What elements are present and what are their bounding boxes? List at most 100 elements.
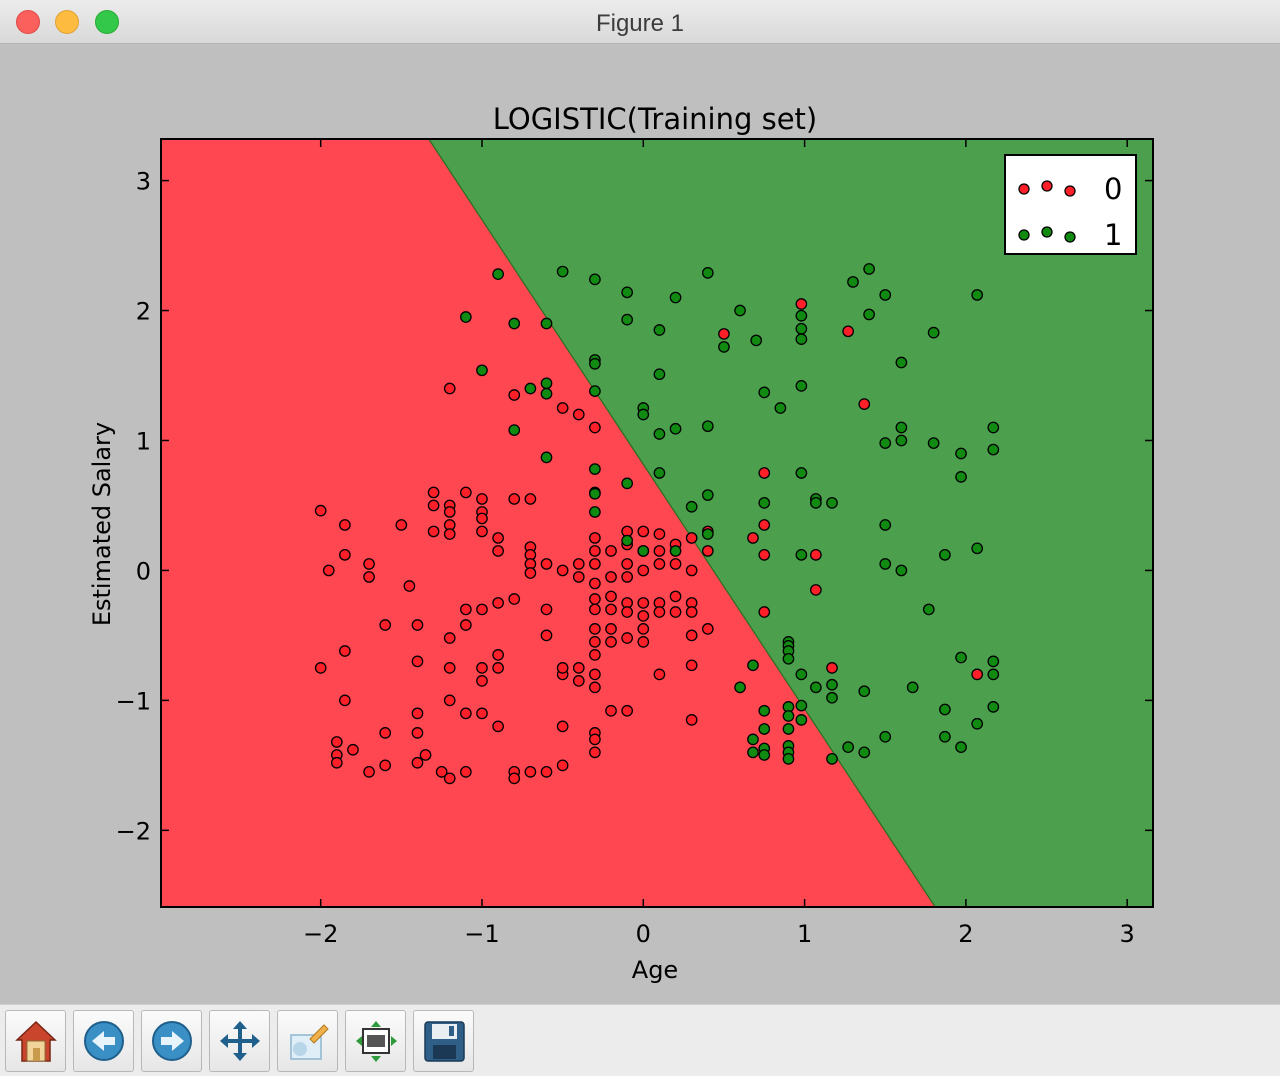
decision-boundary xyxy=(428,139,936,907)
scatter-point-class-1 xyxy=(621,477,634,490)
scatter-point-class-0 xyxy=(419,749,432,761)
scatter-point-class-1 xyxy=(971,289,984,301)
scatter-point-class-0 xyxy=(826,662,838,674)
legend-marker-1 xyxy=(1041,226,1053,238)
scatter-point-class-1 xyxy=(955,741,967,754)
forward-button[interactable] xyxy=(141,1010,202,1072)
scatter-point-class-0 xyxy=(556,720,569,733)
scatter-point-class-0 xyxy=(524,766,537,778)
scatter-point-class-0 xyxy=(718,328,730,340)
scatter-point-class-0 xyxy=(460,619,472,631)
y-tick-label: 0 xyxy=(136,557,151,585)
scatter-point-class-0 xyxy=(589,532,601,544)
scatter-point-class-0 xyxy=(540,558,553,570)
y-tick-label: −2 xyxy=(116,817,151,845)
scatter-point-class-1 xyxy=(734,304,746,317)
scatter-point-class-0 xyxy=(476,512,488,525)
back-button[interactable] xyxy=(73,1010,134,1072)
scatter-point-class-0 xyxy=(460,486,472,499)
scatter-point-class-0 xyxy=(589,593,601,605)
scatter-point-class-1 xyxy=(589,385,601,397)
scatter-point-class-0 xyxy=(363,558,375,570)
zoom-window-button[interactable] xyxy=(95,10,119,34)
pan-button[interactable] xyxy=(209,1010,270,1072)
scatter-point-class-1 xyxy=(927,326,940,339)
scatter-point-class-0 xyxy=(621,571,634,583)
scatter-point-class-0 xyxy=(701,545,714,557)
scatter-point-class-0 xyxy=(556,662,569,674)
scatter-point-class-0 xyxy=(589,577,601,590)
scatter-point-class-1 xyxy=(795,467,808,479)
scatter-point-class-1 xyxy=(858,746,871,759)
scatter-point-class-1 xyxy=(718,341,730,353)
scatter-point-class-1 xyxy=(476,364,488,377)
scatter-point-class-0 xyxy=(556,759,569,772)
y-tick-label: 2 xyxy=(136,298,151,326)
scatter-point-class-1 xyxy=(774,402,787,414)
scatter-point-class-0 xyxy=(314,662,327,674)
scatter-point-class-1 xyxy=(939,703,951,716)
scatter-point-class-1 xyxy=(758,497,771,509)
scatter-point-class-0 xyxy=(460,707,472,720)
zoom-rect-icon xyxy=(290,1024,329,1060)
scatter-point-class-0 xyxy=(435,766,448,778)
home-button[interactable] xyxy=(5,1010,66,1072)
scatter-point-class-0 xyxy=(653,606,666,618)
scatter-point-class-0 xyxy=(653,545,666,557)
scatter-point-class-0 xyxy=(339,645,351,657)
scatter-point-class-0 xyxy=(339,694,351,707)
scatter-point-class-1 xyxy=(653,467,666,479)
x-tick-label: 1 xyxy=(797,920,812,948)
legend-label-1: 1 xyxy=(1104,218,1122,252)
scatter-point-class-1 xyxy=(939,730,951,743)
scatter-point-class-0 xyxy=(443,382,456,395)
home-icon xyxy=(15,1020,57,1062)
minimize-window-button[interactable] xyxy=(55,10,79,34)
scatter-point-class-0 xyxy=(363,766,375,778)
scatter-point-class-0 xyxy=(572,408,585,421)
scatter-point-class-0 xyxy=(653,528,666,540)
scatter-point-class-1 xyxy=(637,545,650,557)
scatter-point-class-1 xyxy=(653,368,666,381)
scatter-point-class-0 xyxy=(339,519,351,531)
scatter-point-class-0 xyxy=(476,525,488,538)
scatter-point-class-0 xyxy=(443,528,456,540)
scatter-point-class-0 xyxy=(589,545,601,557)
scatter-point-class-1 xyxy=(987,668,1000,681)
scatter-point-class-0 xyxy=(476,662,488,674)
scatter-point-class-1 xyxy=(795,309,808,322)
scatter-point-class-1 xyxy=(556,265,569,278)
scatter-point-class-1 xyxy=(987,443,1000,456)
scatter-point-class-0 xyxy=(605,636,617,648)
legend-marker-0 xyxy=(1018,183,1030,195)
scatter-point-class-0 xyxy=(411,655,424,668)
scatter-point-class-0 xyxy=(589,681,601,694)
subplots-config-icon xyxy=(356,1021,397,1062)
subplots-button[interactable] xyxy=(345,1010,406,1072)
scatter-point-class-0 xyxy=(427,525,440,538)
scatter-point-class-1 xyxy=(895,421,908,434)
scatter-point-class-0 xyxy=(621,606,634,618)
scatter-point-class-1 xyxy=(879,730,892,743)
save-button[interactable] xyxy=(413,1010,474,1072)
scatter-point-class-1 xyxy=(782,710,795,722)
scatter-point-class-1 xyxy=(589,357,601,370)
scatter-point-class-0 xyxy=(492,720,504,733)
scatter-point-class-0 xyxy=(589,746,601,759)
scatter-point-class-1 xyxy=(701,420,714,433)
matplotlib-toolbar xyxy=(0,1004,1280,1076)
scatter-point-class-1 xyxy=(758,704,771,717)
scatter-point-class-1 xyxy=(879,289,892,301)
scatter-point-class-1 xyxy=(927,437,940,449)
scatter-point-class-1 xyxy=(782,753,795,765)
scatter-point-class-1 xyxy=(795,668,808,681)
legend-marker-0 xyxy=(1041,180,1053,192)
zoom-button[interactable] xyxy=(277,1010,338,1072)
scatter-point-class-0 xyxy=(476,675,488,687)
scatter-point-class-0 xyxy=(637,597,650,609)
scatter-point-class-1 xyxy=(879,558,892,570)
scatter-point-class-0 xyxy=(508,493,521,505)
scatter-point-class-0 xyxy=(637,610,650,622)
scatter-point-class-1 xyxy=(782,723,795,735)
close-window-button[interactable] xyxy=(16,10,40,34)
